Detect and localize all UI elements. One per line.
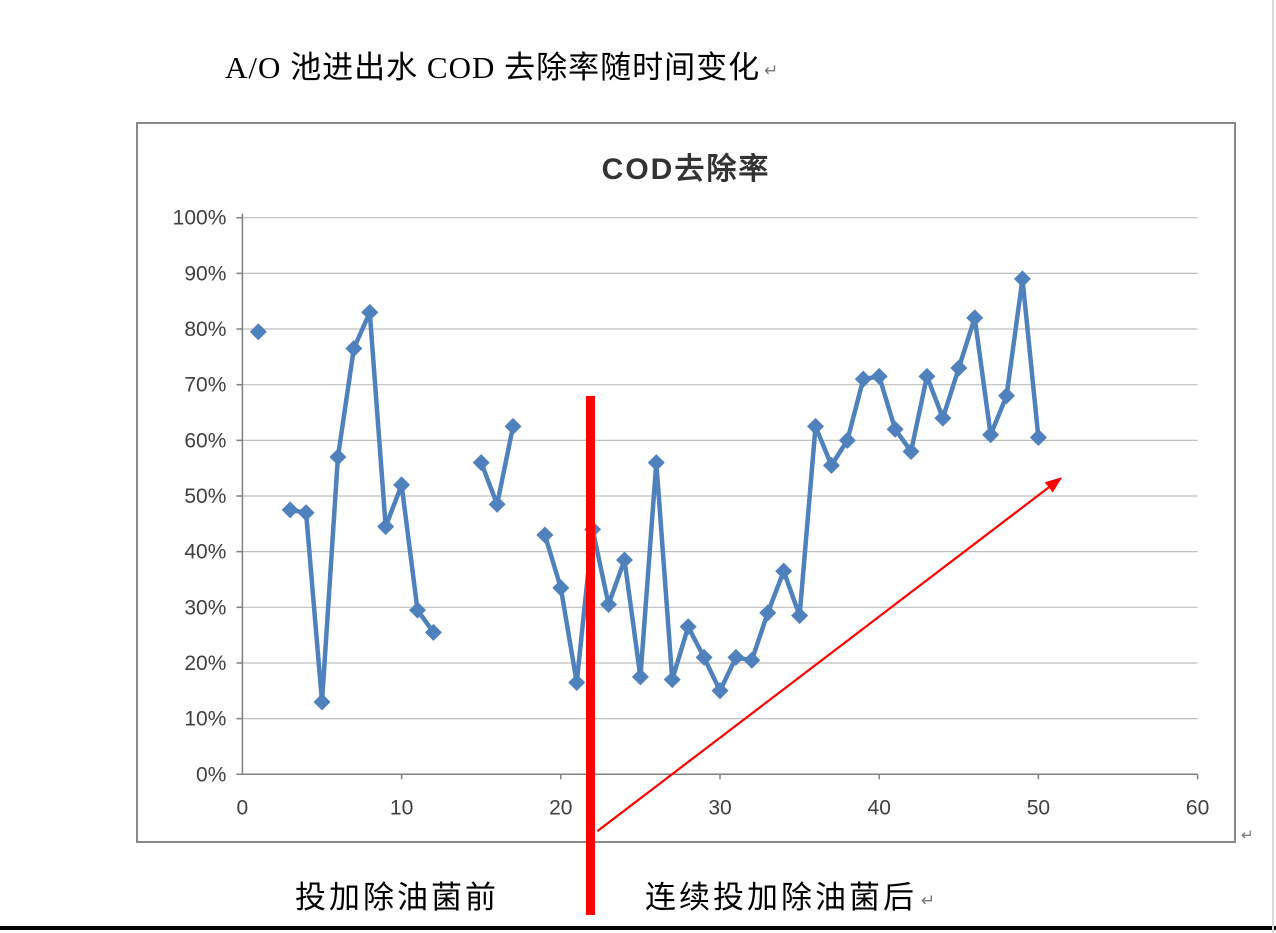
data-point-marker <box>313 693 331 711</box>
data-point-marker <box>409 601 427 619</box>
data-point-marker <box>870 367 888 385</box>
data-point-marker <box>488 495 506 513</box>
data-point-marker <box>345 340 363 358</box>
data-point-marker <box>647 454 665 472</box>
data-point-marker <box>902 442 920 460</box>
data-point-marker <box>711 682 729 700</box>
data-point-marker <box>886 420 904 438</box>
data-point-marker <box>377 518 395 536</box>
chart-title: COD去除率 <box>601 153 771 186</box>
paragraph-mark-icon: ↵ <box>764 61 779 81</box>
y-tick-label: 80% <box>184 318 226 341</box>
data-point-marker <box>743 651 761 669</box>
data-point-marker <box>424 623 442 641</box>
red-divider-line[interactable] <box>585 395 595 916</box>
y-tick-label: 30% <box>184 596 226 619</box>
chart-frame[interactable]: COD去除率 0% 10% 20% 30% 40% 50% 60% 70% 80% 90% 100%… <box>136 122 1236 843</box>
y-tick-label: 100% <box>173 207 227 230</box>
label-before-dosing: 投加除油菌前 <box>295 880 499 915</box>
data-point-marker <box>982 426 1000 444</box>
data-point-marker <box>393 476 411 494</box>
label-after-dosing: 连续投加除油菌后 ↵ <box>645 872 935 917</box>
x-tick-label: 30 <box>708 796 731 819</box>
data-point-marker <box>807 417 825 435</box>
data-point-marker <box>568 673 586 691</box>
data-point-marker <box>631 668 649 686</box>
data-point-marker <box>775 562 793 580</box>
data-point-marker <box>1013 270 1031 288</box>
document-title-text: A/O 池进出水 COD 去除率随时间变化 <box>225 50 761 85</box>
page-right-border <box>1272 0 1274 933</box>
cod-series <box>249 270 1047 711</box>
data-point-marker <box>297 504 315 522</box>
x-tick-label: 50 <box>1027 796 1050 819</box>
y-tick-label: 20% <box>184 652 226 675</box>
data-point-marker <box>536 526 554 544</box>
paragraph-mark-icon: ↵ <box>1241 826 1254 844</box>
paragraph-mark-icon: ↵ <box>921 891 936 911</box>
data-point-marker <box>679 618 697 636</box>
data-point-marker <box>934 409 952 427</box>
data-point-marker <box>361 303 379 321</box>
data-point-marker <box>791 607 809 625</box>
data-point-marker <box>854 370 872 388</box>
data-point-marker <box>249 323 267 341</box>
page-bottom-border <box>0 926 1276 930</box>
x-tick-label: 20 <box>549 796 572 819</box>
data-point-marker <box>838 431 856 449</box>
y-tick-label: 10% <box>184 708 226 731</box>
data-point-marker <box>950 359 968 377</box>
series-line <box>542 276 1041 694</box>
data-point-marker <box>552 579 570 597</box>
y-tick-labels: 0% 10% 20% 30% 40% 50% 60% 70% 80% 90% 100% <box>173 207 227 787</box>
data-point-marker <box>1029 429 1047 447</box>
y-tick-label: 40% <box>184 541 226 564</box>
y-tick-label: 0% <box>196 763 226 786</box>
cod-removal-chart: 0% 10% 20% 30% 40% 50% 60% 70% 80% 90% 100% 0 10 20 30… <box>173 207 1210 820</box>
data-point-marker <box>998 387 1016 405</box>
label-after-dosing-text: 连续投加除油菌后 <box>645 880 917 915</box>
data-point-marker <box>600 596 618 614</box>
data-point-marker <box>966 309 984 327</box>
data-point-marker <box>329 448 347 466</box>
y-tick-label: 70% <box>184 374 226 397</box>
data-point-marker <box>663 671 681 689</box>
x-tick-label: 10 <box>390 796 413 819</box>
document-title: A/O 池进出水 COD 去除率随时间变化 ↵ <box>225 42 778 87</box>
x-tick-label: 60 <box>1186 796 1209 819</box>
x-tick-label: 0 <box>237 796 249 819</box>
data-point-marker <box>615 551 633 569</box>
x-tick-labels: 0 10 20 30 40 50 60 <box>237 796 1210 819</box>
series-line <box>287 310 436 705</box>
data-point-marker <box>822 456 840 474</box>
x-tick-label: 40 <box>868 796 891 819</box>
data-point-marker <box>504 417 522 435</box>
y-tick-label: 50% <box>184 485 226 508</box>
y-tick-label: 60% <box>184 429 226 452</box>
data-point-marker <box>472 454 490 472</box>
gridlines <box>242 217 1198 720</box>
data-point-marker <box>281 501 299 519</box>
data-point-marker <box>918 367 936 385</box>
y-tick-label: 90% <box>184 262 226 285</box>
